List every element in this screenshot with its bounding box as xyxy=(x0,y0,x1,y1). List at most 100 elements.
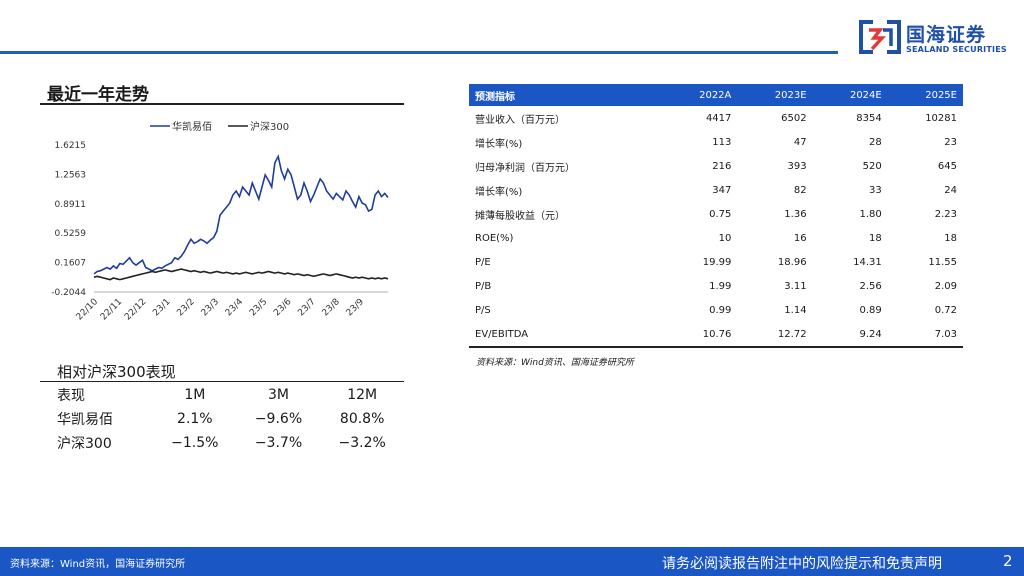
footer-disclaimer: 请务必阅读报告附注中的风险提示和免责声明 xyxy=(662,556,942,572)
forecast-cell: 10.76 xyxy=(661,322,738,348)
forecast-header-cell: 预测指标 xyxy=(475,91,515,103)
legend-label: 华凯易佰 xyxy=(172,120,212,133)
x-tick-label: 23/7 xyxy=(296,297,317,318)
forecast-cell: 393 xyxy=(787,160,807,172)
forecast-cell: 16 xyxy=(793,232,807,244)
trend-rule xyxy=(40,103,404,105)
trend-chart: 华凯易佰 沪深300 1.6215 1.2563 0.8911 0.5259 0.1607 -… xyxy=(51,120,389,323)
forecast-cell: 1.36 xyxy=(784,208,807,220)
forecast-cell: 3.11 xyxy=(784,280,807,292)
x-tick-label: 23/3 xyxy=(200,297,221,318)
forecast-cell: 归母净利润（百万元） xyxy=(475,162,575,174)
forecast-cell: 520 xyxy=(862,160,882,172)
perf-row: 华凯易佰 2.1% −9.6% 80.8% xyxy=(40,407,404,431)
forecast-cell: 营业收入（百万元） xyxy=(475,114,565,126)
footer-bar: 资料来源：Wind资讯，国海证券研究所 请务必阅读报告附注中的风险提示和免责声明… xyxy=(0,547,1024,576)
forecast-cell: 18.96 xyxy=(777,256,807,268)
perf-header-cell: 12M xyxy=(347,387,378,403)
forecast-row: P/B 1.99 3.11 2.56 2.09 xyxy=(469,274,963,298)
forecast-cell: 增长率(%) xyxy=(475,186,523,198)
forecast-source: 资料来源：Wind资讯、国海证券研究所 xyxy=(476,358,634,368)
forecast-cell: P/E xyxy=(475,256,491,268)
forecast-cell: 19.99 xyxy=(702,256,732,268)
forecast-row: P/E 19.99 18.96 14.31 11.55 xyxy=(469,250,963,274)
y-tick-label: 0.1607 xyxy=(55,259,87,269)
forecast-cell: 4417 xyxy=(705,112,732,124)
perf-title: 相对沪深300表现 xyxy=(57,363,176,381)
forecast-cell: 47 xyxy=(793,136,807,148)
forecast-cell: 1.14 xyxy=(784,304,807,316)
header-rule xyxy=(0,51,838,54)
perf-cell: 2.1% xyxy=(177,411,213,427)
y-tick-label: 1.2563 xyxy=(55,170,87,180)
x-tick-label: 23/9 xyxy=(345,297,367,319)
brand-name-en: SEALAND SECURITIES xyxy=(906,45,1007,54)
forecast-cell: 82 xyxy=(793,184,807,196)
x-tick-label: 23/4 xyxy=(224,297,246,319)
forecast-cell: 18 xyxy=(869,232,882,244)
y-tick-label: 1.6215 xyxy=(55,141,87,151)
perf-header-cell: 3M xyxy=(267,387,289,403)
forecast-row: EV/EBITDA 10.76 12.72 9.24 7.03 xyxy=(469,322,963,348)
x-tick-label: 23/5 xyxy=(248,297,269,318)
forecast-cell: 0.75 xyxy=(709,208,732,220)
forecast-cell: 645 xyxy=(937,160,957,172)
perf-cell: 华凯易佰 xyxy=(57,412,113,428)
x-tick-label: 22/11 xyxy=(99,297,124,322)
forecast-cell: 28 xyxy=(869,136,882,148)
perf-row: 沪深300 −1.5% −3.7% −3.2% xyxy=(40,431,404,455)
forecast-cell: 10 xyxy=(718,232,732,244)
forecast-cell: 1.99 xyxy=(709,280,732,292)
forecast-row: 归母净利润（百万元） 216 393 520 645 xyxy=(469,154,963,178)
forecast-header-cell: 2022A xyxy=(699,89,732,101)
forecast-row: ROE(%) 10 16 18 18 xyxy=(469,226,963,250)
sealand-logo-icon xyxy=(859,20,901,54)
forecast-cell: 23 xyxy=(944,136,957,148)
perf-table: 表现 1M 3M 12M 华凯易佰 2.1% −9.6% 80.8% 沪深300… xyxy=(40,383,404,455)
brand-name-cn: 国海证券 xyxy=(906,24,987,46)
trend-title: 最近一年走势 xyxy=(47,85,149,105)
forecast-cell: 2.23 xyxy=(934,208,957,220)
forecast-cell: 12.72 xyxy=(737,322,813,348)
perf-cell: −9.6% xyxy=(254,411,303,427)
perf-cell: 80.8% xyxy=(339,411,385,427)
forecast-row: 摊薄每股收益（元） 0.75 1.36 1.80 2.23 xyxy=(469,202,963,226)
x-tick-label: 23/8 xyxy=(321,297,343,319)
forecast-cell: 0.89 xyxy=(859,304,882,316)
series-line xyxy=(93,268,389,281)
legend-label: 沪深300 xyxy=(250,120,289,133)
forecast-cell: 1.80 xyxy=(859,208,882,220)
footer-source: 资料来源：Wind资讯，国海证券研究所 xyxy=(10,559,186,570)
x-tick-label: 23/6 xyxy=(272,297,294,319)
brand-logo: 国海证券 SEALAND SECURITIES xyxy=(858,18,1018,58)
forecast-header-row: 预测指标 2022A 2023E 2024E 2025E xyxy=(469,84,963,106)
perf-rule xyxy=(40,381,404,382)
forecast-cell: 0.99 xyxy=(709,304,732,316)
x-tick-label: 22/10 xyxy=(75,297,101,323)
y-tick-label: 0.8911 xyxy=(55,200,87,210)
x-tick-label: 22/12 xyxy=(123,297,148,322)
forecast-cell: 6502 xyxy=(781,112,807,124)
forecast-cell: 18 xyxy=(944,232,957,244)
forecast-table: 预测指标 2022A 2023E 2024E 2025E 营业收入（百万元） 44… xyxy=(469,84,963,348)
x-tick-label: 23/2 xyxy=(175,297,196,318)
forecast-cell: 增长率(%) xyxy=(475,138,523,150)
forecast-header-cell: 2023E xyxy=(774,89,807,101)
perf-header-cell: 1M xyxy=(184,387,206,403)
forecast-cell: 10281 xyxy=(925,112,957,124)
x-tick-label: 23/1 xyxy=(151,297,172,318)
forecast-cell: 2.56 xyxy=(859,280,882,292)
forecast-cell: 9.24 xyxy=(812,322,888,348)
forecast-cell: EV/EBITDA xyxy=(469,322,662,348)
forecast-cell: ROE(%) xyxy=(475,232,514,244)
perf-cell: −1.5% xyxy=(171,435,219,451)
forecast-cell: 摊薄每股收益（元） xyxy=(475,210,565,222)
forecast-cell: 347 xyxy=(712,184,732,196)
forecast-cell: 2.09 xyxy=(934,280,957,292)
perf-header-cell: 表现 xyxy=(57,388,85,404)
forecast-cell: 11.55 xyxy=(928,256,957,268)
forecast-row: P/S 0.99 1.14 0.89 0.72 xyxy=(469,298,963,322)
forecast-cell: 7.03 xyxy=(887,322,963,348)
forecast-cell: 0.72 xyxy=(934,304,957,316)
forecast-row: 增长率(%) 347 82 33 24 xyxy=(469,178,963,202)
